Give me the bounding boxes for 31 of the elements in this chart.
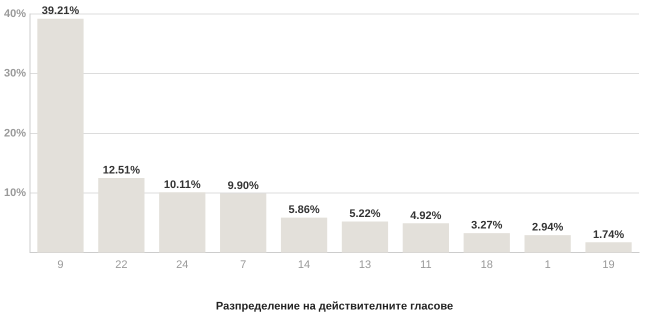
bar <box>402 223 449 253</box>
y-tick-label: 30% <box>4 68 26 80</box>
data-label: 1.74% <box>592 228 624 241</box>
x-tick-label: 19 <box>602 259 615 272</box>
bar <box>585 242 632 253</box>
x-tick-label: 1 <box>544 259 551 272</box>
bar <box>342 221 388 253</box>
y-tick-label: 20% <box>4 127 26 140</box>
data-label: 39.21% <box>42 5 80 18</box>
bar <box>524 235 571 253</box>
data-label: 4.92% <box>410 210 442 222</box>
data-label: 9.90% <box>228 180 259 192</box>
x-tick-label: 7 <box>240 259 246 272</box>
x-tick-label: 13 <box>358 259 372 272</box>
data-label: 2.94% <box>532 222 564 234</box>
x-tick-label: 11 <box>420 259 432 272</box>
bar <box>464 233 510 253</box>
data-label: 12.51% <box>102 164 140 177</box>
x-tick-label: 9 <box>57 259 64 272</box>
x-tick-label: 24 <box>176 259 188 272</box>
data-label: 3.27% <box>471 220 503 232</box>
x-axis-title: Разпределение на действителните гласове <box>216 300 454 312</box>
data-label: 5.22% <box>349 208 381 220</box>
data-label: 5.86% <box>288 204 320 216</box>
bar <box>280 218 328 253</box>
x-tick-label: 22 <box>115 259 128 272</box>
y-tick-label: 10% <box>4 186 26 199</box>
data-label: 10.11% <box>164 178 201 191</box>
x-tick-label: 18 <box>480 259 493 272</box>
y-tick-label: 40% <box>4 8 26 20</box>
x-tick-label: 14 <box>298 259 310 272</box>
